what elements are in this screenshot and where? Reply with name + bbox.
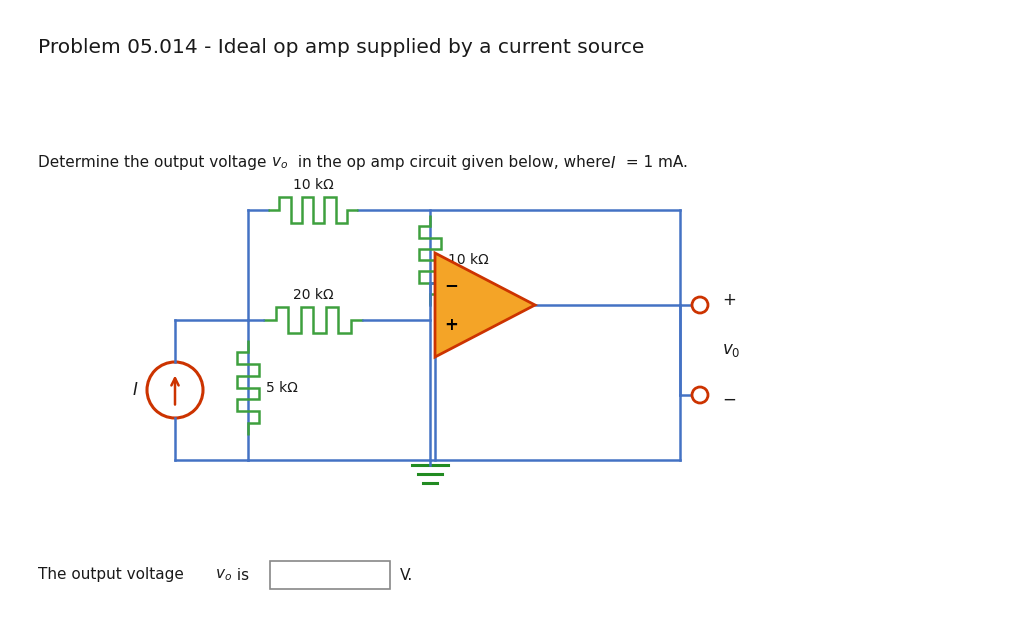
Text: $v_o$: $v_o$	[271, 155, 288, 171]
Text: Determine the output voltage: Determine the output voltage	[38, 155, 271, 170]
FancyBboxPatch shape	[270, 561, 390, 589]
Text: 20 kΩ: 20 kΩ	[293, 288, 334, 302]
Circle shape	[692, 297, 708, 313]
Text: 10 kΩ: 10 kΩ	[293, 178, 334, 192]
Text: −: −	[722, 391, 736, 409]
Text: $I$: $I$	[610, 155, 616, 171]
Text: I: I	[132, 381, 137, 399]
Text: 10 kΩ: 10 kΩ	[449, 253, 488, 267]
Text: $v_0$: $v_0$	[722, 341, 740, 359]
Text: in the op amp circuit given below, where: in the op amp circuit given below, where	[293, 155, 615, 170]
Polygon shape	[435, 253, 535, 357]
Text: V.: V.	[400, 567, 414, 582]
Text: $v_o$: $v_o$	[215, 567, 232, 583]
Text: = 1 mA.: = 1 mA.	[621, 155, 688, 170]
Text: 5 kΩ: 5 kΩ	[266, 381, 298, 394]
Text: +: +	[444, 316, 458, 334]
Text: The output voltage: The output voltage	[38, 567, 188, 582]
Text: Problem 05.014 - Ideal op amp supplied by a current source: Problem 05.014 - Ideal op amp supplied b…	[38, 38, 644, 57]
Circle shape	[692, 387, 708, 403]
Text: +: +	[722, 291, 736, 309]
Text: −: −	[444, 276, 458, 294]
Text: is: is	[232, 567, 249, 582]
